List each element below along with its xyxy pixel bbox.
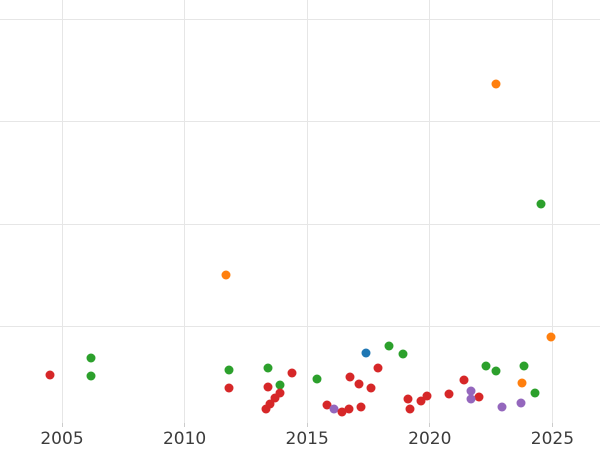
data-point-red — [261, 404, 271, 414]
x-tick-mark — [429, 423, 431, 427]
gridline-vertical — [184, 0, 186, 423]
x-tick-mark — [306, 423, 308, 427]
data-point-red — [356, 402, 366, 412]
data-point-green — [275, 380, 285, 390]
data-point-orange — [517, 378, 527, 388]
data-point-red — [422, 391, 432, 401]
data-point-red — [224, 383, 234, 393]
data-point-blue — [361, 348, 371, 358]
data-point-red — [337, 407, 347, 417]
data-point-green — [86, 353, 96, 363]
gridline-horizontal — [0, 326, 600, 328]
data-point-orange — [546, 332, 556, 342]
data-point-red — [275, 388, 285, 398]
data-point-green — [491, 366, 501, 376]
gridline-horizontal — [0, 223, 600, 225]
x-tick-mark — [61, 423, 63, 427]
data-point-red — [322, 400, 332, 410]
x-tick-label: 2005 — [40, 429, 84, 449]
data-point-red — [474, 392, 484, 402]
data-point-green — [536, 199, 546, 209]
data-point-green — [312, 374, 322, 384]
data-point-red — [416, 396, 426, 405]
gridline-vertical — [306, 0, 308, 423]
x-tick-label: 2015 — [285, 429, 329, 449]
data-point-purple — [466, 394, 476, 404]
data-point-red — [403, 394, 413, 404]
data-point-green — [398, 349, 408, 359]
data-point-green — [519, 361, 529, 371]
data-point-purple — [516, 398, 526, 408]
gridline-horizontal — [0, 18, 600, 20]
data-point-red — [405, 404, 415, 414]
x-tick-label: 2010 — [162, 429, 207, 449]
data-point-orange — [491, 79, 501, 89]
data-point-red — [373, 363, 383, 373]
data-point-green — [263, 363, 273, 373]
gridline-vertical — [61, 0, 63, 423]
data-point-red — [444, 389, 454, 399]
x-tick-mark — [184, 423, 186, 427]
data-point-red — [263, 382, 273, 392]
data-point-red — [287, 368, 297, 378]
gridline-horizontal — [0, 121, 600, 123]
data-point-red — [366, 383, 376, 393]
x-tick-mark — [551, 423, 553, 427]
data-point-purple — [329, 404, 339, 414]
data-point-purple — [466, 386, 476, 396]
data-point-red — [459, 375, 469, 385]
data-point-orange — [221, 270, 231, 280]
gridline-vertical — [429, 0, 431, 423]
data-point-green — [384, 341, 394, 351]
data-point-green — [86, 371, 96, 381]
data-point-green — [530, 388, 540, 398]
data-point-red — [344, 404, 354, 414]
gridline-vertical — [551, 0, 553, 423]
data-point-red — [265, 399, 275, 409]
x-tick-label: 2025 — [530, 429, 575, 449]
data-point-red — [45, 370, 55, 380]
data-point-green — [224, 365, 234, 375]
data-point-red — [270, 393, 280, 403]
data-point-red — [345, 372, 355, 382]
data-point-purple — [497, 402, 507, 412]
x-tick-label: 2020 — [408, 429, 452, 449]
data-point-red — [354, 379, 364, 389]
data-point-green — [481, 361, 491, 371]
